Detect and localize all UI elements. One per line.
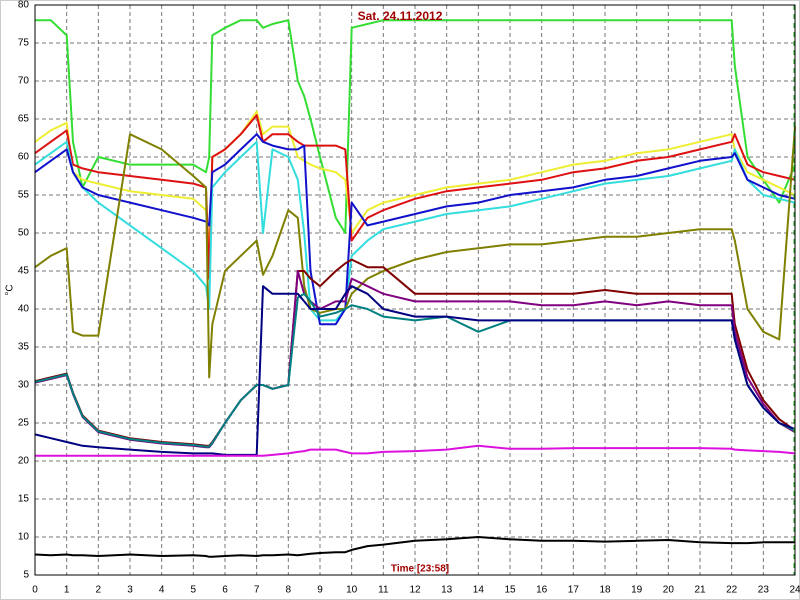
x-tick-label: 23	[758, 585, 770, 596]
y-tick-label: 50	[18, 228, 30, 239]
series-line	[34, 536, 795, 558]
x-tick-label: 17	[568, 585, 580, 596]
x-axis-label: Time [23:58]	[391, 564, 449, 575]
x-tick-label: 24	[789, 585, 800, 596]
plot-border	[34, 4, 796, 576]
y-tick-label: 60	[18, 152, 30, 163]
y-tick-label: 35	[18, 342, 30, 353]
x-tick-label: 20	[663, 585, 675, 596]
x-tick-label: 14	[473, 585, 485, 596]
series-line	[34, 285, 796, 456]
y-tick-label: 5	[23, 570, 29, 581]
x-tick-label: 3	[127, 585, 133, 596]
x-tick-label: 1	[64, 585, 70, 596]
chart-title: Sat. 24.11.2012	[358, 9, 443, 23]
x-tick-label: 18	[599, 585, 611, 596]
x-tick-label: 16	[536, 585, 548, 596]
x-tick-label: 6	[222, 585, 228, 596]
y-tick-label: 70	[18, 76, 30, 87]
x-tick-label: 7	[254, 585, 260, 596]
y-tick-label: 75	[18, 38, 30, 49]
x-tick-label: 4	[159, 585, 165, 596]
x-tick-label: 13	[441, 585, 453, 596]
x-tick-label: 15	[504, 585, 516, 596]
x-tick-label: 11	[378, 585, 389, 596]
x-tick-label: 22	[726, 585, 738, 596]
x-tick-label: 9	[317, 585, 323, 596]
x-tick-label: 19	[631, 585, 643, 596]
x-tick-label: 8	[286, 585, 292, 596]
series-line	[35, 19, 796, 234]
y-tick-label: 65	[18, 114, 30, 125]
y-tick-label: 15	[18, 494, 30, 505]
y-tick-label: 25	[18, 418, 30, 429]
series-line	[34, 126, 796, 379]
y-axis-label: °C	[5, 284, 16, 295]
x-tick-label: 21	[694, 585, 706, 596]
x-tick-label: 5	[191, 585, 197, 596]
series-line	[35, 444, 796, 457]
x-tick-label: 2	[96, 585, 102, 596]
y-tick-label: 55	[18, 190, 30, 201]
lines	[34, 19, 796, 558]
y-tick-label: 40	[18, 304, 30, 315]
series-line	[34, 133, 796, 326]
y-tick-label: 10	[18, 532, 30, 543]
x-tick-label: 12	[409, 585, 421, 596]
y-tick-label: 20	[18, 456, 30, 467]
x-tick-label: 0	[32, 585, 38, 596]
y-tick-label: 80	[18, 0, 30, 11]
y-tick-label: 45	[18, 266, 30, 277]
series-line	[34, 110, 796, 250]
grid	[34, 4, 796, 576]
series-line	[34, 114, 796, 280]
x-tick-label: 10	[346, 585, 358, 596]
y-tick-label: 30	[18, 380, 30, 391]
